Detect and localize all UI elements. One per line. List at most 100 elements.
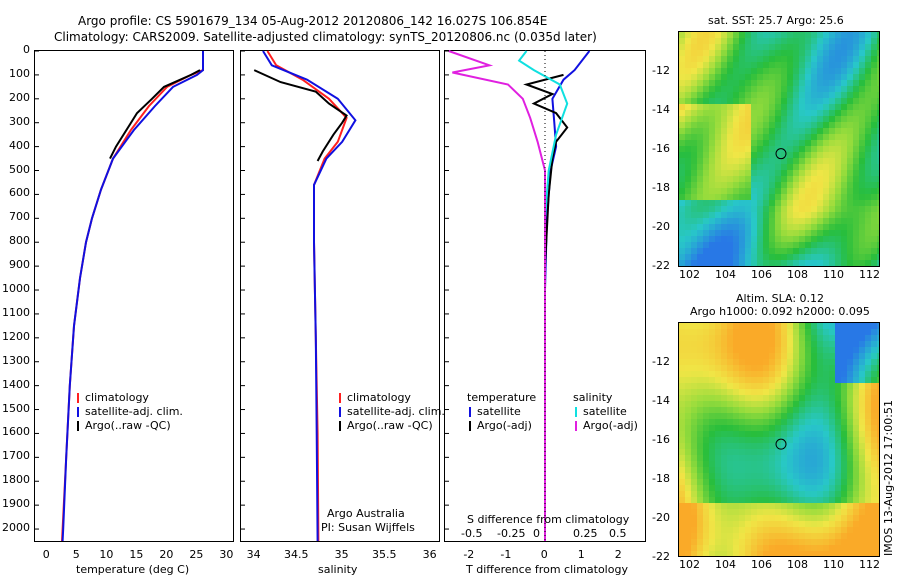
map-cell xyxy=(847,134,853,140)
map-cell xyxy=(865,140,871,146)
map-cell xyxy=(781,335,787,341)
map-cell xyxy=(727,194,733,200)
map-cell xyxy=(793,188,799,194)
map-cell xyxy=(733,110,739,116)
map-cell xyxy=(745,371,751,377)
map-cell xyxy=(763,551,769,556)
map-cell xyxy=(853,74,859,80)
map-cell xyxy=(709,371,715,377)
map-cell xyxy=(811,503,817,509)
map-cell xyxy=(733,455,739,461)
map-cell xyxy=(745,68,751,74)
map-cell xyxy=(745,419,751,425)
map-cell xyxy=(709,347,715,353)
map-cell xyxy=(745,146,751,152)
map-cell xyxy=(781,188,787,194)
map-cell xyxy=(739,110,745,116)
map-cell xyxy=(793,38,799,44)
map-cell xyxy=(805,455,811,461)
map-cell xyxy=(805,104,811,110)
map-cell xyxy=(853,164,859,170)
map-cell xyxy=(685,68,691,74)
map-cell xyxy=(877,503,879,509)
map-cell xyxy=(739,194,745,200)
map-cell xyxy=(865,206,871,212)
map-cell xyxy=(787,371,793,377)
map-cell xyxy=(715,527,721,533)
map-cell xyxy=(769,116,775,122)
map-cell xyxy=(847,152,853,158)
map-cell xyxy=(871,260,877,266)
map-cell xyxy=(697,116,703,122)
sla-ytick-label: -14 xyxy=(652,394,670,407)
map-cell xyxy=(841,206,847,212)
map-cell xyxy=(841,449,847,455)
map-cell xyxy=(763,260,769,266)
map-cell xyxy=(691,491,697,497)
map-cell xyxy=(817,254,823,260)
map-cell xyxy=(715,254,721,260)
map-cell xyxy=(679,461,685,467)
map-cell xyxy=(757,140,763,146)
map-cell xyxy=(853,551,859,556)
map-cell xyxy=(781,539,787,545)
map-cell xyxy=(709,254,715,260)
map-cell xyxy=(805,50,811,56)
map-cell xyxy=(799,377,805,383)
map-cell xyxy=(745,110,751,116)
map-cell xyxy=(841,230,847,236)
map-cell xyxy=(817,329,823,335)
map-cell xyxy=(811,515,817,521)
map-cell xyxy=(865,515,871,521)
map-cell xyxy=(769,521,775,527)
map-cell xyxy=(835,461,841,467)
map-cell xyxy=(811,431,817,437)
map-cell xyxy=(739,32,745,38)
map-cell xyxy=(787,359,793,365)
map-cell xyxy=(853,431,859,437)
title-line-2: Climatology: CARS2009. Satellite-adjuste… xyxy=(54,30,597,44)
map-cell xyxy=(691,443,697,449)
map-cell xyxy=(781,449,787,455)
map-cell xyxy=(817,146,823,152)
map-cell xyxy=(721,485,727,491)
map-cell xyxy=(745,323,751,329)
map-cell xyxy=(769,188,775,194)
map-cell xyxy=(823,56,829,62)
map-cell xyxy=(733,539,739,545)
map-cell xyxy=(793,236,799,242)
map-cell xyxy=(685,236,691,242)
map-cell xyxy=(721,497,727,503)
map-cell xyxy=(841,122,847,128)
map-cell xyxy=(841,443,847,449)
map-cell xyxy=(847,206,853,212)
map-cell xyxy=(805,329,811,335)
map-cell xyxy=(703,92,709,98)
map-cell xyxy=(877,455,879,461)
map-cell xyxy=(721,182,727,188)
map-cell xyxy=(739,407,745,413)
map-cell xyxy=(727,254,733,260)
map-cell xyxy=(811,377,817,383)
map-cell xyxy=(751,224,757,230)
map-cell xyxy=(745,188,751,194)
map-cell xyxy=(805,206,811,212)
map-cell xyxy=(841,335,847,341)
map-cell xyxy=(781,224,787,230)
map-cell xyxy=(727,365,733,371)
map-cell xyxy=(793,170,799,176)
map-cell xyxy=(793,539,799,545)
map-cell xyxy=(715,347,721,353)
map-cell xyxy=(787,425,793,431)
map-cell xyxy=(811,80,817,86)
map-cell xyxy=(865,230,871,236)
map-cell xyxy=(697,260,703,266)
map-cell xyxy=(859,62,865,68)
map-cell xyxy=(835,110,841,116)
map-cell xyxy=(781,515,787,521)
map-cell xyxy=(841,353,847,359)
map-cell xyxy=(787,503,793,509)
map-cell xyxy=(703,86,709,92)
map-cell xyxy=(709,206,715,212)
map-cell xyxy=(805,401,811,407)
